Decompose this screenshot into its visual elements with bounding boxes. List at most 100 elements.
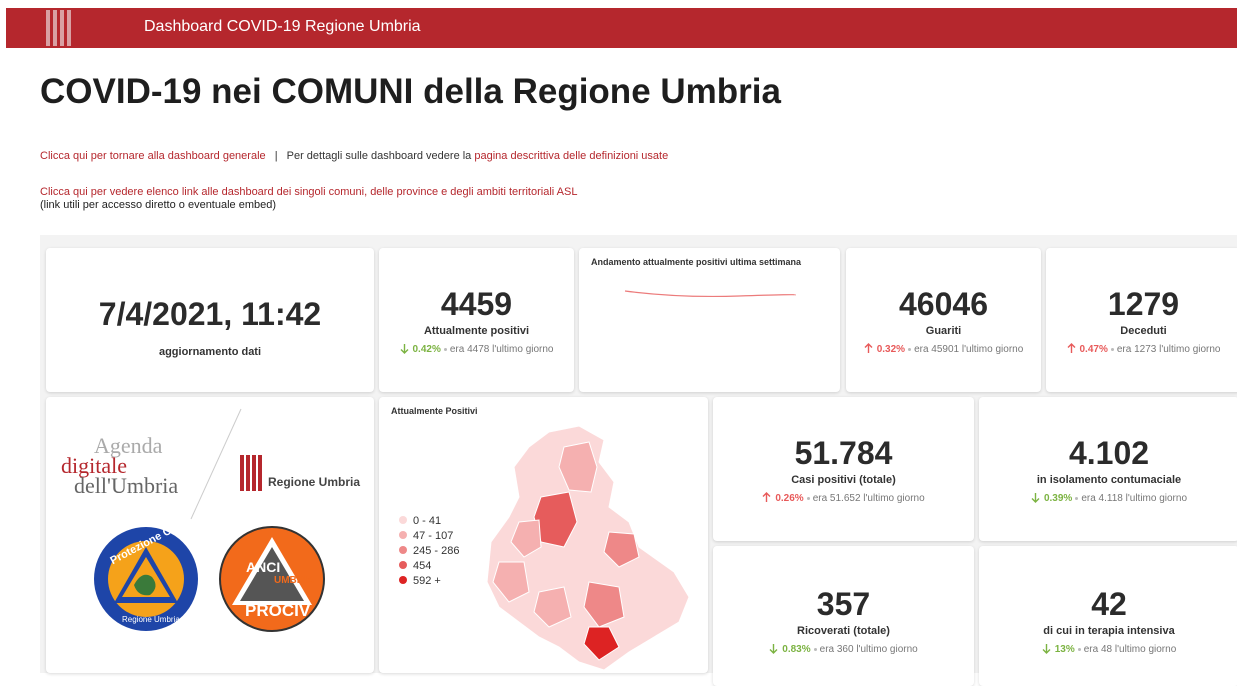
header-title: Dashboard COVID-19 Regione Umbria — [144, 18, 421, 35]
logo-text: Regione Umbria — [122, 615, 180, 624]
logo-text: ANCI — [246, 559, 281, 575]
kpi-note: era 4.118 l'ultimo giorno — [1081, 493, 1188, 504]
legend-swatch — [399, 546, 407, 554]
kpi-note: era 51.652 l'ultimo giorno — [812, 493, 925, 504]
kpi-change-row: 0.26% era 51.652 l'ultimo giorno — [713, 492, 974, 504]
kpi-note: era 45901 l'ultimo giorno — [914, 344, 1024, 355]
kpi-value: 1279 — [1107, 286, 1180, 322]
legend-label: 454 — [413, 560, 432, 572]
sparkline-card: Andamento attualmente positivi ultima se… — [579, 248, 840, 392]
kpi-change-row: 0.42% era 4478 l'ultimo giorno — [379, 343, 574, 355]
kpi-change: 0.47% — [1079, 344, 1108, 355]
legend-swatch — [399, 516, 407, 524]
kpi-value: 4.102 — [1068, 435, 1150, 471]
logo-text: dell'Umbria — [74, 473, 179, 498]
separator-dot — [1075, 496, 1079, 500]
trend-arrow — [1067, 343, 1075, 353]
back-link[interactable]: Clicca qui per tornare alla dashboard ge… — [40, 150, 266, 162]
kpi-label: di cui in terapia intensiva — [1043, 625, 1175, 637]
kpi-card: 357 Ricoverati (totale) 0.83% era 360 l'ult… — [713, 546, 974, 686]
kpi-value: 42 — [1091, 586, 1127, 622]
separator-dot — [443, 347, 447, 351]
legend-label: 245 - 286 — [413, 545, 460, 557]
trend-arrow — [769, 644, 778, 654]
legend-item: 592 + — [399, 575, 441, 587]
sparkline-title: Andamento attualmente positivi ultima se… — [591, 257, 802, 267]
kpi-value: 46046 — [899, 286, 988, 322]
logo — [240, 455, 262, 491]
logo-text: Agenda — [94, 433, 163, 458]
legend-swatch — [399, 561, 407, 569]
kpi-label: Deceduti — [1120, 325, 1167, 337]
logo — [94, 527, 198, 631]
legend-item: 0 - 41 — [399, 515, 441, 527]
legend-item: 245 - 286 — [399, 545, 459, 557]
trend-arrow — [1042, 644, 1051, 654]
kpi-card: 1279 Deceduti 0.47% era 1273 l'ultimo giorn… — [1046, 248, 1237, 392]
kpi-change: 0.42% — [412, 344, 441, 355]
kpi-change-row: 0.39% era 4.118 l'ultimo giorno — [979, 492, 1237, 504]
logo-text: UMBRIA — [274, 575, 314, 586]
legend-item: 454 — [399, 560, 431, 572]
update-card: 7/4/2021, 11:42 aggiornamento dati — [46, 248, 374, 392]
kpi-label: Attualmente positivi — [423, 325, 530, 337]
logo — [46, 10, 71, 46]
kpi-label: Ricoverati (totale) — [797, 625, 890, 637]
trend-arrow — [762, 492, 771, 502]
kpi-card: 42 di cui in terapia intensiva 13% era 48 l… — [979, 546, 1237, 686]
legend-label: 592 + — [413, 575, 441, 587]
kpi-label: Guariti — [925, 325, 962, 337]
separator: | — [274, 150, 278, 162]
kpi-label: Casi positivi (totale) — [791, 474, 896, 486]
kpi-label: in isolamento contumaciale — [1036, 474, 1182, 486]
details-prefix: Per dettagli sulle dashboard vedere la — [286, 150, 472, 162]
kpi-value: 51.784 — [794, 435, 893, 471]
trend-arrow — [400, 344, 408, 354]
trend-arrow — [1031, 493, 1040, 503]
legend-item: 47 - 107 — [399, 530, 453, 542]
links-row: Clicca qui per tornare alla dashboard ge… — [40, 150, 668, 162]
separator-dot — [813, 647, 817, 651]
separator-dot — [806, 496, 810, 500]
map-card: Attualmente Positivi 0 - 41 47 - 107 245 -… — [379, 397, 708, 673]
logos-card: Agenda digitale dell'Umbria Regione Umbr… — [46, 397, 374, 673]
map — [486, 425, 690, 671]
logo — [219, 526, 325, 632]
kpi-card: 4.102 in isolamento contumaciale 0.39% era … — [979, 397, 1237, 541]
map-title: Attualmente Positivi — [391, 406, 478, 416]
trend-arrow — [864, 343, 873, 353]
kpi-value: 4459 — [440, 286, 513, 322]
kpi-note: era 48 l'ultimo giorno — [1083, 644, 1177, 655]
list-link[interactable]: Clicca qui per vedere elenco link alle d… — [40, 186, 578, 198]
top-bar: Dashboard COVID-19 Regione Umbria — [6, 8, 1237, 48]
separator-dot — [1077, 647, 1081, 651]
kpi-change-row: 13% era 48 l'ultimo giorno — [979, 643, 1237, 655]
logo-text: digitale — [61, 453, 127, 478]
divider — [190, 408, 242, 520]
kpi-value: 357 — [816, 586, 871, 622]
kpi-change: 0.83% — [782, 644, 811, 655]
kpi-change: 13% — [1054, 644, 1075, 655]
kpi-card: 4459 Attualmente positivi 0.42% era 4478 l'… — [379, 248, 574, 392]
separator-dot — [908, 347, 912, 351]
logo-text: Regione Umbria — [268, 475, 361, 489]
legend-label: 47 - 107 — [413, 530, 454, 542]
separator-dot — [1110, 347, 1114, 351]
details-link[interactable]: pagina descrittiva delle definizioni usa… — [474, 150, 669, 162]
kpi-note: era 4478 l'ultimo giorno — [449, 344, 554, 355]
logo-text: PROCIV — [245, 601, 311, 620]
kpi-card: 51.784 Casi positivi (totale) 0.26% era 51.… — [713, 397, 974, 541]
dashboard-area: 7/4/2021, 11:42 aggiornamento dati Andam… — [40, 235, 1237, 686]
list-note: (link utili per accesso diretto o eventu… — [40, 199, 277, 211]
kpi-change-row: 0.32% era 45901 l'ultimo giorno — [846, 343, 1041, 355]
sparkline — [624, 290, 796, 298]
kpi-change: 0.26% — [775, 493, 804, 504]
legend-swatch — [399, 576, 407, 584]
legend-label: 0 - 41 — [413, 515, 442, 527]
legend-swatch — [399, 531, 407, 539]
kpi-change: 0.39% — [1043, 493, 1073, 504]
update-value: 7/4/2021, 11:42 — [98, 296, 322, 332]
kpi-note: era 360 l'ultimo giorno — [819, 644, 918, 655]
update-label: aggiornamento dati — [158, 346, 262, 358]
